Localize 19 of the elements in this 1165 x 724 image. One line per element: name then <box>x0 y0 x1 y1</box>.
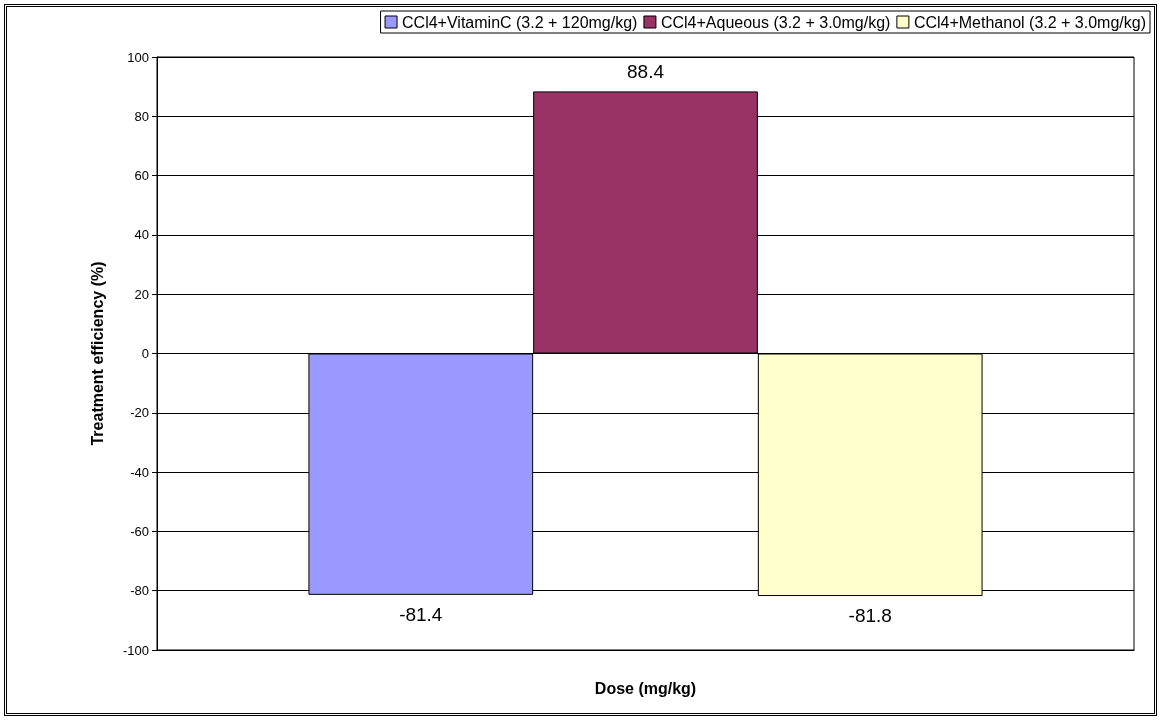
y-tick-label: -20 <box>130 405 149 421</box>
y-axis-title: Treatment efficiency (%) <box>88 261 106 446</box>
data-label: -81.4 <box>399 603 443 625</box>
x-axis-title: Dose (mg/kg) <box>594 679 697 697</box>
y-tick-label: 80 <box>134 108 149 124</box>
y-tick-label: 0 <box>141 346 149 361</box>
legend-label: CCl4+Aqueous (3.2 + 3.0mg/kg) <box>660 13 891 31</box>
y-tick-label: 60 <box>134 168 149 184</box>
y-tick-label: -40 <box>130 464 149 480</box>
y-tick-label: 100 <box>127 49 149 65</box>
data-label: 88.4 <box>627 61 665 83</box>
y-tick-label: -80 <box>130 583 149 599</box>
data-label: -81.8 <box>848 605 892 627</box>
y-tick-label: -100 <box>122 642 149 658</box>
legend-label: CCl4+Methanol (3.2 + 3.0mg/kg) <box>913 13 1147 31</box>
y-tick-label: -60 <box>130 523 149 539</box>
legend-label: CCl4+VitaminC (3.2 + 120mg/kg) <box>402 13 638 31</box>
y-tick-label: 20 <box>134 286 149 302</box>
y-tick-label: 40 <box>134 227 149 243</box>
